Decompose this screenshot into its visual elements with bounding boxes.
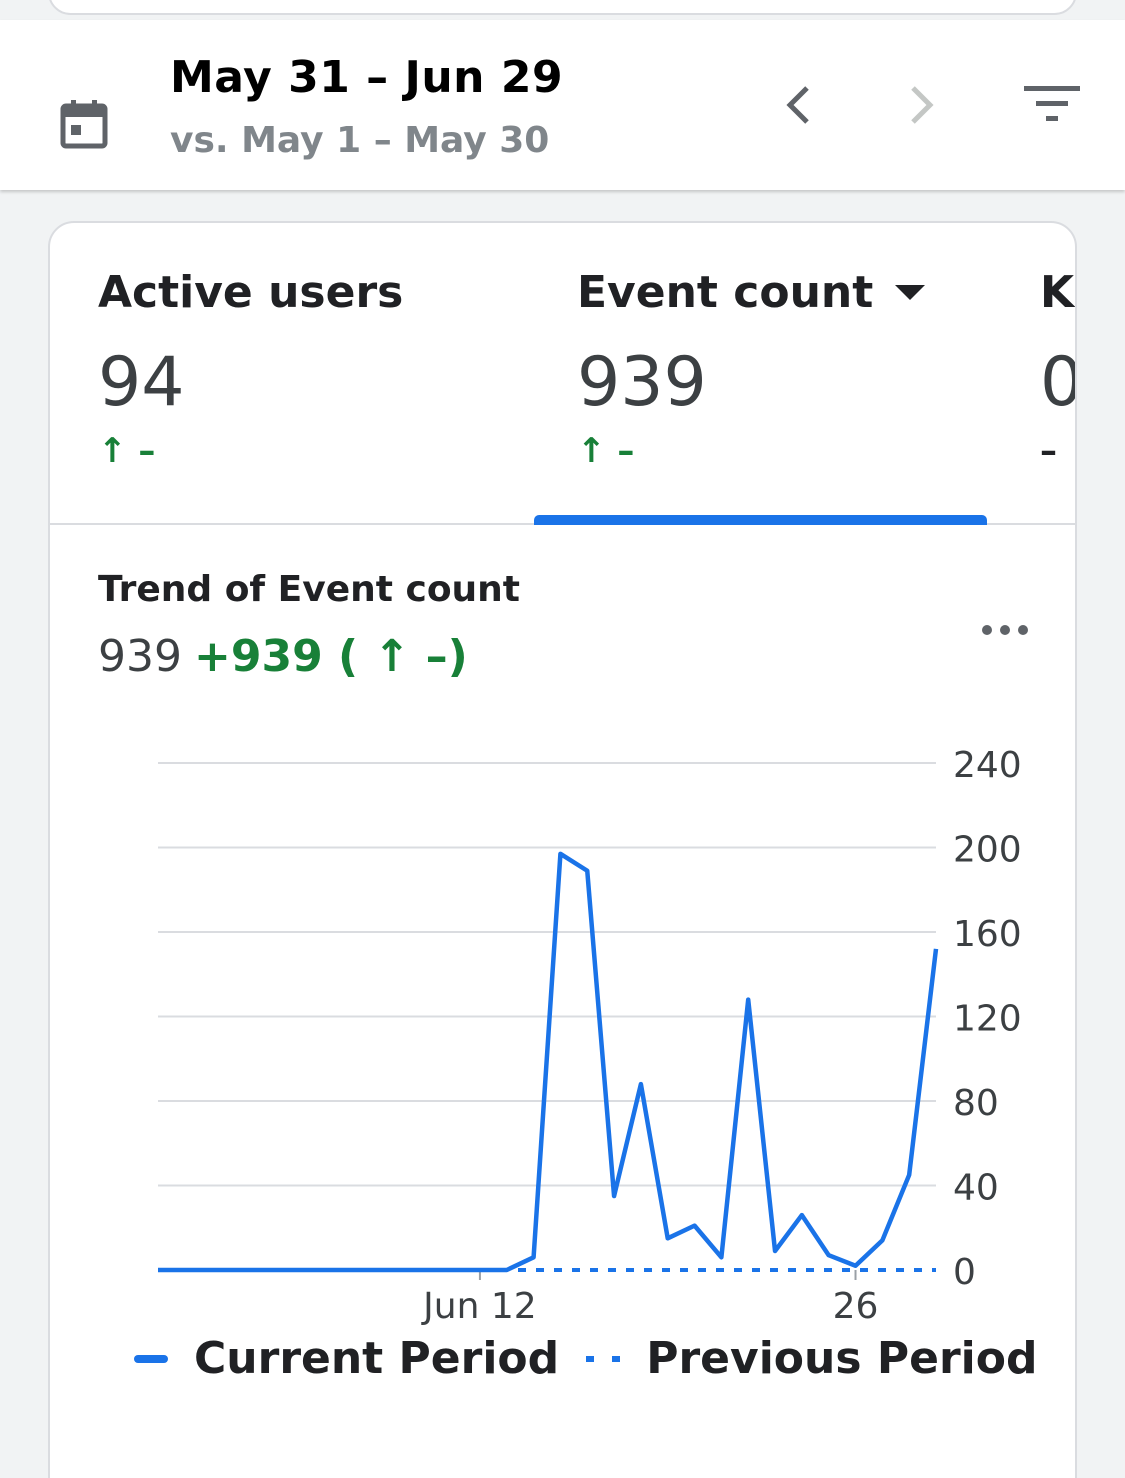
x-tick-label: Jun 12 xyxy=(421,1286,537,1327)
calendar-icon[interactable] xyxy=(60,98,108,150)
metric-label-text: Event count xyxy=(577,267,874,318)
y-tick-label: 120 xyxy=(953,999,1022,1040)
metric-delta: – xyxy=(1040,431,1057,471)
legend-swatch-previous xyxy=(586,1355,621,1362)
previous-card-edge xyxy=(48,0,1077,15)
metric-delta: ↑ – xyxy=(577,431,635,471)
date-range[interactable]: May 31 – Jun 29 xyxy=(170,52,564,103)
chart-legend: Current Period Previous Period xyxy=(134,1333,1037,1384)
metrics-card: Active users 94 ↑ – Event count 939 ↑ – … xyxy=(48,221,1077,1478)
y-tick-label: 80 xyxy=(953,1083,999,1124)
series-line-current xyxy=(158,851,939,1273)
x-tick-label: 26 xyxy=(833,1286,879,1327)
metric-label: Event count xyxy=(577,267,926,318)
metric-value: 94 xyxy=(98,343,185,422)
metric-label: K xyxy=(1040,267,1075,318)
metric-delta: ↑ – xyxy=(98,431,156,471)
legend-label-current: Current Period xyxy=(194,1333,560,1384)
trend-summary: 939 +939 ( ↑ –) xyxy=(98,631,468,682)
metric-value: 0 xyxy=(1040,343,1075,422)
dropdown-caret-icon[interactable] xyxy=(895,284,926,300)
chart-title: Trend of Event count xyxy=(98,569,521,610)
y-tick-label: 0 xyxy=(953,1252,976,1293)
event-count-chart: 0 40 80 120 160 200 240 Jun 12 26 xyxy=(158,745,1022,1327)
y-tick-label: 160 xyxy=(953,914,1022,955)
y-tick-label: 40 xyxy=(953,1168,999,1209)
legend-label-previous: Previous Period xyxy=(646,1333,1038,1384)
comparison-range[interactable]: vs. May 1 – May 30 xyxy=(170,120,550,161)
filter-icon[interactable] xyxy=(1022,82,1082,128)
metric-value: 939 xyxy=(577,343,707,422)
trend-total: 939 xyxy=(98,631,182,682)
selected-tab-indicator xyxy=(534,515,987,525)
metric-tab-active-users[interactable]: Active users 94 ↑ – xyxy=(98,223,528,523)
trend-change: +939 ( ↑ –) xyxy=(193,631,468,682)
legend-swatch-current xyxy=(134,1354,168,1363)
legend-item-previous: Previous Period xyxy=(564,1333,1037,1384)
y-tick-label: 240 xyxy=(953,745,1022,786)
chevron-right-icon[interactable] xyxy=(895,80,945,130)
chevron-left-icon[interactable] xyxy=(775,80,825,130)
metric-tab-partial[interactable]: K 0 – xyxy=(1040,223,1075,523)
date-range-bar: May 31 – Jun 29 vs. May 1 – May 30 xyxy=(0,20,1125,190)
metric-tab-event-count[interactable]: Event count 939 ↑ – xyxy=(577,223,1007,523)
metric-label: Active users xyxy=(98,267,404,318)
y-tick-label: 200 xyxy=(953,830,1022,871)
more-options-icon[interactable] xyxy=(975,615,1035,645)
legend-item-current: Current Period xyxy=(134,1333,559,1384)
